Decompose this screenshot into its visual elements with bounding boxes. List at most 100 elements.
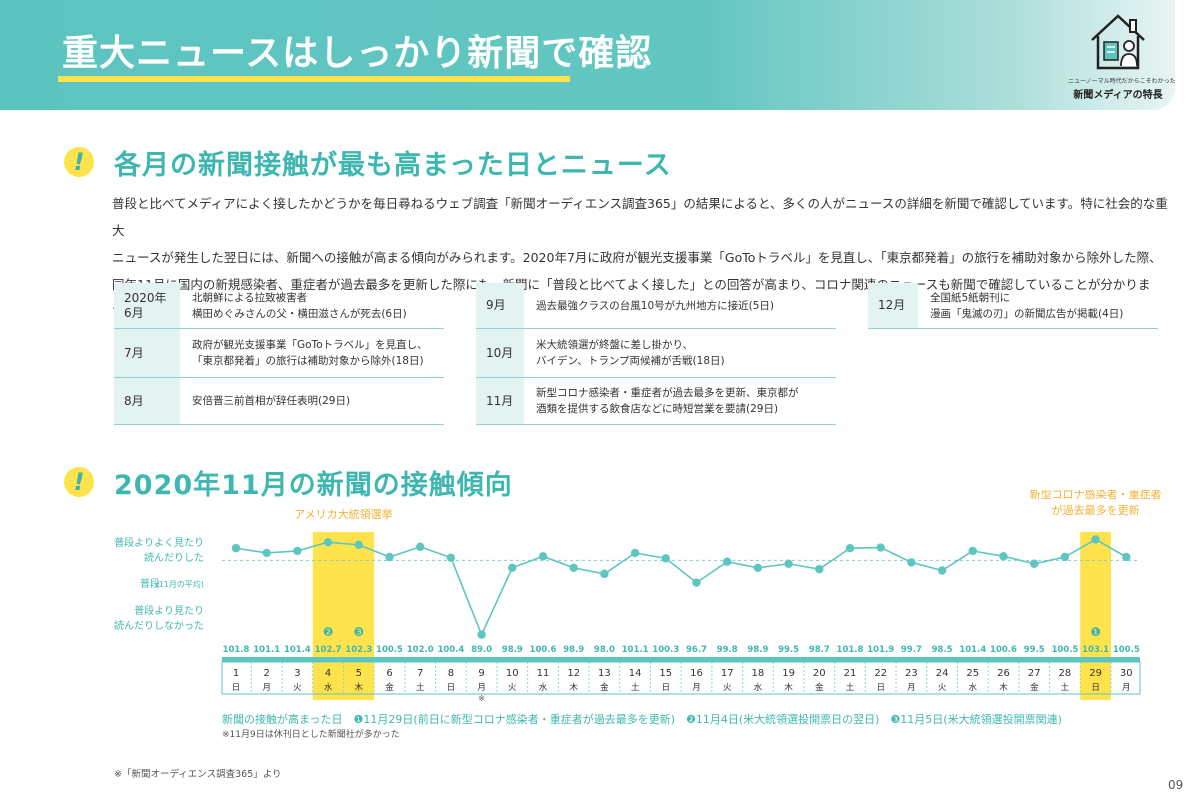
event-table-col2: 9月 過去最強クラスの台風10号が九州地方に接近(5日) 10月 米大統領選が終… bbox=[476, 283, 836, 425]
event-row: 2020年 6月 北朝鮮による拉致被害者 横田めぐみさんの父・横田滋さんが死去(… bbox=[114, 283, 444, 329]
day-tick-label: 7 bbox=[417, 668, 423, 679]
highlight-label: が過去最多を更新 bbox=[1052, 503, 1140, 517]
peak-marker: ❸ bbox=[353, 625, 364, 639]
event-row: 11月 新型コロナ感染者・重症者が過去最多を更新、東京都が 酒類を提供する飲食店… bbox=[476, 378, 836, 425]
y-label-low: 読んだりしなかった bbox=[114, 619, 204, 632]
data-point bbox=[1060, 552, 1070, 562]
day-tick-label: 2 bbox=[264, 668, 270, 679]
data-point bbox=[293, 546, 302, 556]
weekday-tick-label: 日 bbox=[1091, 683, 1100, 693]
weekday-tick-label: 土 bbox=[846, 682, 855, 693]
weekday-tick-label: 日 bbox=[447, 683, 456, 693]
value-label: 98.9 bbox=[747, 645, 768, 655]
data-point bbox=[477, 630, 486, 639]
data-point bbox=[231, 544, 241, 553]
data-point bbox=[661, 554, 670, 563]
data-point bbox=[262, 548, 271, 558]
weekday-tick-label: 月 bbox=[1122, 683, 1131, 693]
day-tick-label: 12 bbox=[567, 668, 580, 679]
data-point bbox=[1091, 535, 1100, 544]
weekday-tick-label: 火 bbox=[508, 683, 517, 693]
value-label: 89.0 bbox=[471, 645, 492, 655]
data-point bbox=[999, 552, 1008, 561]
day-tick-label: 14 bbox=[629, 668, 642, 679]
day-tick-label: 26 bbox=[997, 668, 1010, 679]
weekday-tick-label: 月 bbox=[262, 683, 271, 693]
data-point bbox=[876, 543, 885, 552]
event-text: 新型コロナ感染者・重症者が過去最多を更新、東京都が 酒類を提供する飲食店などに時… bbox=[536, 387, 799, 415]
day-tick-label: 8 bbox=[448, 668, 454, 679]
data-point bbox=[784, 559, 793, 568]
weekday-tick-label: 土 bbox=[416, 682, 425, 693]
day-tick-label: 25 bbox=[966, 668, 979, 679]
weekday-tick-label: 月 bbox=[692, 683, 701, 693]
data-point bbox=[446, 553, 456, 562]
series-line bbox=[235, 538, 1127, 637]
exclamation-icon: ! bbox=[64, 147, 94, 177]
data-point bbox=[323, 537, 333, 547]
value-label: 101.9 bbox=[867, 645, 894, 655]
event-row: 7月 政府が観光支援事業「GoToトラベル」を見直し、 「東京都発着」の旅行は補… bbox=[114, 329, 444, 378]
brand-logo: ニューノーマル時代だからこそわかった 新聞メディアの特長 bbox=[1068, 8, 1176, 101]
day-tick-label: 15 bbox=[659, 668, 672, 679]
day-tick-label: 13 bbox=[598, 668, 611, 679]
weekday-tick-label: 火 bbox=[938, 683, 947, 693]
data-point bbox=[1122, 552, 1131, 562]
value-label: 100.3 bbox=[652, 645, 679, 655]
value-label: 98.0 bbox=[594, 645, 615, 655]
day-tick-label: 17 bbox=[721, 668, 734, 679]
title-underline bbox=[58, 76, 570, 82]
value-label: 100.5 bbox=[1051, 645, 1078, 655]
holiday-footnote: ※11月9日は休刊日とした新聞社が多かった bbox=[222, 730, 400, 740]
highlight-label: 新型コロナ感染者・重症者 bbox=[1030, 490, 1162, 501]
weekday-tick-label: 水 bbox=[324, 682, 333, 693]
value-label: 98.5 bbox=[932, 645, 953, 655]
day-tick-label: 27 bbox=[1028, 668, 1041, 679]
source-note: ※「新聞オーディエンス調査365」より bbox=[114, 769, 282, 780]
intro-line: ニュースが発生した翌日には、新聞への接触が高まる傾向がみられます。2020年7月… bbox=[112, 250, 1162, 265]
day-tick-label: 4 bbox=[325, 668, 331, 679]
weekday-tick-label: 火 bbox=[293, 683, 302, 693]
event-month: 11月 bbox=[476, 378, 524, 424]
intro-line: 普段と比べてメディアによく接したかどうかを毎日尋ねるウェブ調査「新聞オーディエン… bbox=[112, 196, 1168, 238]
peak-marker: ❷ bbox=[323, 625, 334, 639]
section2-title: 2020年11月の新聞の接触傾向 bbox=[114, 470, 513, 501]
y-label-low: 普段より見たり bbox=[134, 604, 204, 617]
weekday-tick-label: 月 bbox=[907, 683, 916, 693]
highlight-label: アメリカ大統領選挙 bbox=[294, 507, 392, 521]
value-label: 101.1 bbox=[253, 645, 280, 655]
data-point bbox=[815, 564, 824, 574]
event-table-col3: 12月 全国紙5紙朝刊に 漫画「鬼滅の刃」の新聞広告が掲載(4日) bbox=[868, 283, 1158, 329]
value-label: 100.4 bbox=[437, 645, 464, 655]
data-point bbox=[753, 563, 763, 572]
value-label: 101.8 bbox=[223, 645, 250, 655]
weekday-tick-label: 日 bbox=[662, 683, 671, 693]
day-tick-label: 11 bbox=[537, 668, 550, 679]
header-banner bbox=[0, 0, 1175, 110]
value-label: 103.1 bbox=[1082, 645, 1109, 655]
value-label: 100.6 bbox=[990, 645, 1017, 655]
value-label: 98.7 bbox=[809, 645, 830, 655]
news-contact-line-chart: アメリカ大統領選挙 ❷ ❸ 新型コロナ感染者・重症者が過去最多を更新 ❶ 普段よりよく見た… bbox=[114, 490, 1162, 703]
data-point bbox=[354, 540, 363, 550]
day9-note-mark: ※ bbox=[478, 694, 485, 703]
value-label: 100.5 bbox=[376, 645, 403, 655]
value-label: 101.4 bbox=[284, 645, 311, 655]
exclamation-icon: ! bbox=[64, 467, 94, 497]
value-label: 98.9 bbox=[502, 645, 523, 655]
section1-title: 各月の新聞接触が最も高まった日とニュース bbox=[114, 150, 672, 181]
data-point bbox=[600, 569, 609, 579]
weekday-tick-label: 月 bbox=[477, 683, 486, 693]
value-label: 102.7 bbox=[315, 645, 342, 655]
day-tick-label: 22 bbox=[874, 668, 887, 679]
weekday-tick-label: 水 bbox=[969, 682, 978, 693]
data-point bbox=[692, 578, 701, 587]
day-tick-label: 6 bbox=[386, 668, 392, 679]
weekday-tick-label: 金 bbox=[600, 682, 609, 693]
event-text: 米大統領選が終盤に差し掛かり、 バイデン、トランプ両候補が舌戦(18日) bbox=[536, 339, 725, 367]
value-label: 102.3 bbox=[345, 645, 372, 655]
day-tick-label: 10 bbox=[506, 668, 519, 679]
day-tick-label: 5 bbox=[356, 668, 362, 679]
y-label-mid-note: (11月の平均) bbox=[156, 579, 204, 589]
logo-name: 新聞メディアの特長 bbox=[1073, 90, 1163, 101]
